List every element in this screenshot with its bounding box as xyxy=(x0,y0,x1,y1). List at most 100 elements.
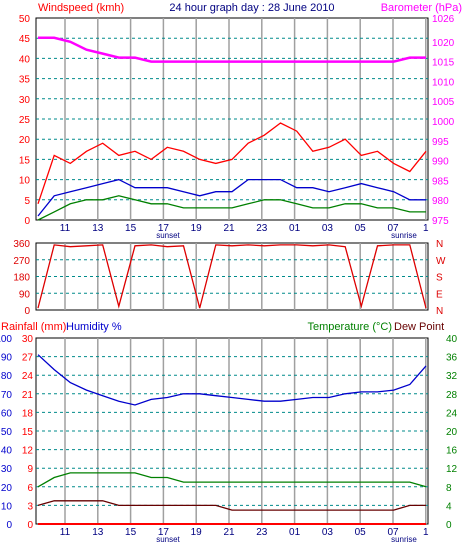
x-tick-label: 13 xyxy=(92,527,104,538)
x-tick-label: 23 xyxy=(256,223,268,234)
wind-tick-label: 50 xyxy=(19,14,31,25)
barometer-tick-label: 990 xyxy=(432,157,449,168)
series-line-minimum xyxy=(37,195,426,221)
chart-title: 24 hour graph day : 28 June 2010 xyxy=(169,2,334,14)
wind-tick-label: 15 xyxy=(19,155,31,166)
temperature-tick-label: 28 xyxy=(446,390,458,401)
x-tick-label: 1 xyxy=(423,527,429,538)
barometer-tick-label: 1015 xyxy=(432,58,455,69)
rainfall-tick-label: 12 xyxy=(22,446,34,457)
temperature-tick-label: 20 xyxy=(446,427,458,438)
direction-tick-label: 90 xyxy=(19,289,31,300)
x-tick-label: 21 xyxy=(223,223,235,234)
x-tick-label: 11 xyxy=(60,223,71,234)
humidity-tick-label: 50 xyxy=(1,427,13,438)
temperature-tick-label: 16 xyxy=(446,446,458,457)
temperature-label: Temperature (°C) xyxy=(308,321,392,333)
humidity-tick-label: 10 xyxy=(1,501,13,512)
barometer-label: Barometer (hPa) xyxy=(381,2,462,14)
series-line-gust xyxy=(37,122,427,205)
x-tick-label: 15 xyxy=(125,223,137,234)
compass-tick-label: E xyxy=(436,289,443,300)
x-tick-label: 01 xyxy=(289,527,301,538)
direction-tick-label: 360 xyxy=(13,239,30,250)
x-tick-label: 15 xyxy=(125,527,137,538)
humidity-tick-label: 20 xyxy=(1,483,13,494)
compass-tick-label: N xyxy=(436,306,443,317)
humidity-tick-label: 0 xyxy=(6,520,12,531)
rainfall-tick-label: 18 xyxy=(22,408,34,419)
dewpoint-label: Dew Point xyxy=(394,321,444,333)
rainfall-tick-label: 27 xyxy=(22,353,34,364)
wind-tick-label: 5 xyxy=(24,196,30,207)
barometer-tick-label: 1000 xyxy=(432,117,455,128)
barometer-tick-label: 1005 xyxy=(432,97,455,108)
temperature-tick-label: 40 xyxy=(446,334,458,345)
x-tick-label: 23 xyxy=(256,527,268,538)
x-tick-label: 21 xyxy=(223,527,235,538)
humidity-tick-label: 70 xyxy=(1,390,13,401)
series-line-direction xyxy=(37,244,427,309)
x-tick-label: 03 xyxy=(322,527,334,538)
wind-tick-label: 0 xyxy=(24,216,30,227)
barometer-tick-label: 1026 xyxy=(432,14,455,25)
wind-tick-label: 30 xyxy=(19,95,31,106)
rainfall-tick-label: 21 xyxy=(22,390,34,401)
humidity-label: Humidity % xyxy=(66,321,122,333)
x-tick-label: 19 xyxy=(191,527,203,538)
compass-tick-label: S xyxy=(436,273,443,284)
wind-tick-label: 35 xyxy=(19,75,31,86)
x-tick-label: 11 xyxy=(60,527,71,538)
x-tick-label: 07 xyxy=(387,527,399,538)
direction-tick-label: 0 xyxy=(24,306,30,317)
x-tick-label: 01 xyxy=(289,223,301,234)
panel-frame xyxy=(35,17,429,221)
x-tick-label: 17 xyxy=(158,223,170,234)
barometer-tick-label: 995 xyxy=(432,137,449,148)
temperature-tick-label: 36 xyxy=(446,353,458,364)
rainfall-tick-label: 15 xyxy=(22,427,34,438)
compass-tick-label: W xyxy=(436,256,446,267)
wind-tick-label: 20 xyxy=(19,135,31,146)
barometer-tick-label: 975 xyxy=(432,216,449,227)
temperature-tick-label: 24 xyxy=(446,408,458,419)
rainfall-tick-label: 3 xyxy=(27,501,33,512)
temperature-tick-label: 12 xyxy=(446,464,458,475)
direction-tick-label: 270 xyxy=(13,256,30,267)
x-tick-label: 05 xyxy=(355,527,367,538)
sunset-label: sunset xyxy=(156,535,180,544)
x-tick-label: 05 xyxy=(355,223,367,234)
wind-tick-label: 10 xyxy=(19,176,31,187)
humidity-tick-label: 90 xyxy=(1,353,13,364)
series-line-humidity xyxy=(37,354,427,406)
sunrise-label: sunrise xyxy=(391,231,417,240)
rainfall-tick-label: 9 xyxy=(27,464,33,475)
sunset-label: sunset xyxy=(156,231,180,240)
series-line-barometer xyxy=(38,36,426,63)
x-tick-label: 03 xyxy=(322,223,334,234)
temperature-tick-label: 32 xyxy=(446,371,458,382)
barometer-tick-label: 1010 xyxy=(432,77,455,88)
humidity-tick-label: 100 xyxy=(0,334,12,345)
rainfall-label: Rainfall (mm) xyxy=(1,321,66,333)
wind-tick-label: 40 xyxy=(19,54,31,65)
series-line-average xyxy=(37,178,426,217)
compass-tick-label: N xyxy=(436,239,443,250)
humidity-tick-label: 30 xyxy=(1,464,13,475)
rainfall-tick-label: 6 xyxy=(27,483,33,494)
humidity-tick-label: 60 xyxy=(1,408,13,419)
humidity-tick-label: 80 xyxy=(1,371,13,382)
humidity-tick-label: 40 xyxy=(1,446,13,457)
x-tick-label: 17 xyxy=(158,527,170,538)
x-tick-label: 07 xyxy=(387,223,399,234)
sunrise-label: sunrise xyxy=(391,535,417,544)
wind-tick-label: 45 xyxy=(19,34,31,45)
barometer-tick-label: 985 xyxy=(432,176,449,187)
rainfall-tick-label: 30 xyxy=(22,334,34,345)
panel-frame xyxy=(35,337,429,525)
x-tick-label: 19 xyxy=(191,223,203,234)
temperature-tick-label: 8 xyxy=(446,483,452,494)
temperature-tick-label: 0 xyxy=(446,520,452,531)
